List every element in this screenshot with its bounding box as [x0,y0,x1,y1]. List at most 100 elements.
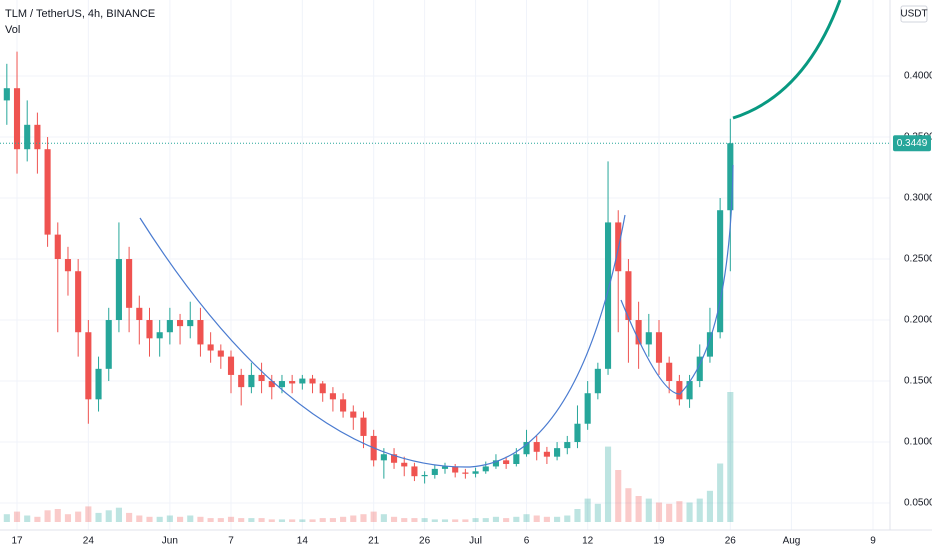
volume-bar [187,515,194,522]
x-tick-label: 24 [83,536,95,547]
volume-bar [390,516,398,522]
volume-bar [258,518,265,522]
volume-bar [727,392,734,522]
volume-bar [197,516,204,522]
volume-bar [309,519,316,522]
volume-pane [3,392,734,522]
candle-body [706,332,713,357]
candle-body [44,149,51,235]
volume-bar [289,519,296,522]
y-tick-label: 0.0500 [904,498,932,509]
candle-body [227,356,235,375]
volume-bar [543,516,550,522]
currency-box[interactable] [900,5,928,23]
volume-bar [676,501,683,522]
y-tick-label: 0.2000 [904,315,932,326]
candle-body [340,399,347,412]
volume-bar [513,516,520,522]
candle-body [105,320,112,369]
last-price-label: 0.3449 [897,138,928,149]
x-tick-label: 17 [11,536,23,547]
volume-bar [329,518,336,522]
candle-body [95,368,102,400]
volume-bar [64,514,72,522]
candle-body [329,393,336,400]
volume-bar [421,518,428,522]
x-tick-label: 9 [870,536,876,547]
volume-bar [227,516,235,522]
volume-bar [462,519,469,522]
candle-body [115,259,122,321]
volume-bar [340,516,347,522]
volume-bar [248,518,255,522]
x-tick-label: Aug [783,536,801,547]
candle-body [166,320,173,333]
volume-bar [452,519,459,522]
currency[interactable]: USDT [900,9,927,20]
x-tick-label: 7 [228,536,234,547]
candle-body [390,454,398,463]
candle-body [604,222,612,369]
volume-bar [217,518,224,522]
volume-bar [411,518,418,522]
candle-body [289,381,296,384]
candle-body [686,381,693,400]
y-tick-label: 0.1000 [904,437,932,448]
volume-bar [523,514,530,522]
volume-bar [666,503,673,522]
x-tick-label: Jul [469,536,482,547]
volume-bar [584,498,591,522]
candle-body [401,462,408,467]
x-tick-label: 26 [725,536,737,547]
volume-bar [717,463,724,522]
volume-bar [503,518,510,522]
candle-body [177,320,184,327]
candle-body [441,466,449,469]
volume-bar [126,512,133,522]
candle-body [666,362,673,382]
candle-body [696,356,703,382]
volume-bar [350,515,357,522]
candle-body [727,143,734,211]
candle-body [503,460,510,464]
candle-body [64,259,72,272]
candle-body [513,454,520,464]
candle-body [574,423,581,443]
candle-body [197,320,204,345]
candle-body [543,451,550,457]
volume-bar [533,515,540,522]
candle-body [411,466,418,477]
candle-body [13,88,21,150]
candle-body [248,374,255,388]
symbol-title: TLM / TetherUS, 4h, BINANCE [5,8,155,20]
candle-body [594,368,601,394]
candle-body [309,378,316,384]
volume-bar [645,498,652,522]
candle-body [421,474,428,477]
volume-bar [472,518,479,522]
candle-body [258,374,265,382]
candle-body [3,88,10,101]
candle-body [523,442,530,455]
y-tick-label: 0.1500 [904,376,932,387]
volume-bar [655,502,663,522]
candle-body [717,210,724,333]
candle-body [146,320,153,339]
volume-bar [95,512,102,522]
volume-bar [268,519,275,522]
candle-body [54,234,61,260]
volume-bar [431,519,438,522]
candle-body [625,271,632,321]
candle-body [319,383,326,394]
candle-body [24,124,31,150]
volume-bar [564,515,571,522]
candle-body [533,442,540,452]
candle-body [34,124,41,150]
x-tick-label: 19 [653,536,665,547]
candle-body [360,417,367,436]
candle-body [187,320,194,327]
volume-bar [574,509,581,522]
candle-body [268,381,275,388]
candle-body [452,466,459,473]
